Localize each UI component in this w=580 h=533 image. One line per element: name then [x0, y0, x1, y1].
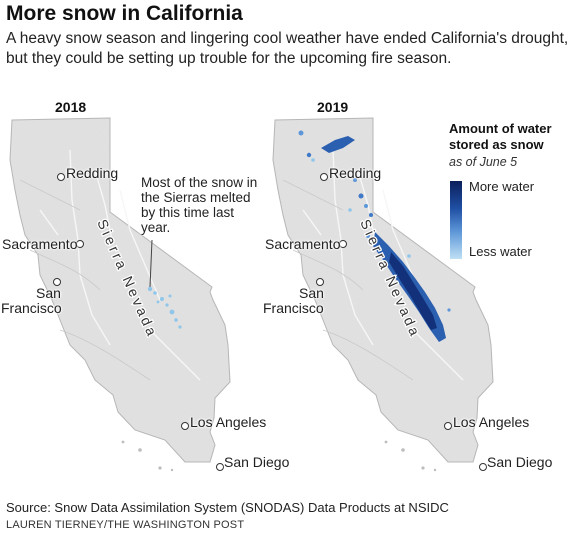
city-marker-san-diego-2018	[216, 463, 224, 471]
city-label-francisco-2018: Francisco	[1, 300, 62, 316]
city-label-redding-2018: Redding	[66, 165, 119, 181]
city-marker-sacramento-2019	[339, 240, 347, 248]
city-label-sacramento-2019: Sacramento	[265, 236, 341, 252]
annotation-leader-line	[149, 239, 153, 288]
snow-cover-2019	[298, 130, 451, 342]
city-label-sacramento-2018: Sacramento	[2, 236, 78, 252]
credit-line: LAUREN TIERNEY/THE WASHINGTON POST	[6, 519, 245, 531]
city-marker-los-angeles-2018	[181, 422, 189, 430]
legend-subtitle: as of June 5	[449, 155, 518, 169]
snow-cover-2018	[147, 286, 182, 329]
legend-high-label: More water	[469, 179, 535, 194]
city-label-los-angeles-2018: Los Angeles	[190, 414, 267, 430]
legend-color-ramp	[450, 181, 462, 259]
city-label-san-2018: San	[36, 285, 61, 301]
legend-title: Amount of water stored as snow	[449, 121, 552, 152]
subtitle: A heavy snow season and lingering cool w…	[6, 30, 569, 67]
california-maps: Sierra Nevada Sierra Nevada	[9, 117, 494, 472]
city-label-los-angeles-2019: Los Angeles	[453, 414, 530, 430]
city-marker-sacramento-2018	[76, 240, 84, 248]
map-2018	[9, 117, 231, 472]
city-label-redding-2019: Redding	[329, 165, 382, 181]
annotation-text: Most of the snow in the Sierras melted b…	[141, 175, 258, 235]
city-marker-redding-2019	[320, 173, 328, 181]
page-title: More snow in California	[6, 2, 243, 25]
city-marker-san-diego-2019	[479, 463, 487, 471]
city-label-francisco-2019: Francisco	[263, 300, 324, 316]
city-marker-redding-2018	[57, 173, 65, 181]
city-marker-san-francisco-2019	[316, 278, 324, 286]
year-label-2018: 2018	[55, 99, 87, 115]
year-label-2019: 2019	[317, 99, 349, 115]
city-marker-san-francisco-2018	[53, 278, 61, 286]
map-2019	[272, 117, 494, 472]
city-label-san-diego-2019: San Diego	[487, 454, 553, 470]
city-marker-los-angeles-2019	[444, 422, 452, 430]
city-label-san-diego-2018: San Diego	[224, 454, 290, 470]
source-note: Source: Snow Data Assimilation System (S…	[6, 500, 449, 515]
city-label-san-2019: San	[299, 285, 324, 301]
legend-low-label: Less water	[469, 244, 532, 259]
